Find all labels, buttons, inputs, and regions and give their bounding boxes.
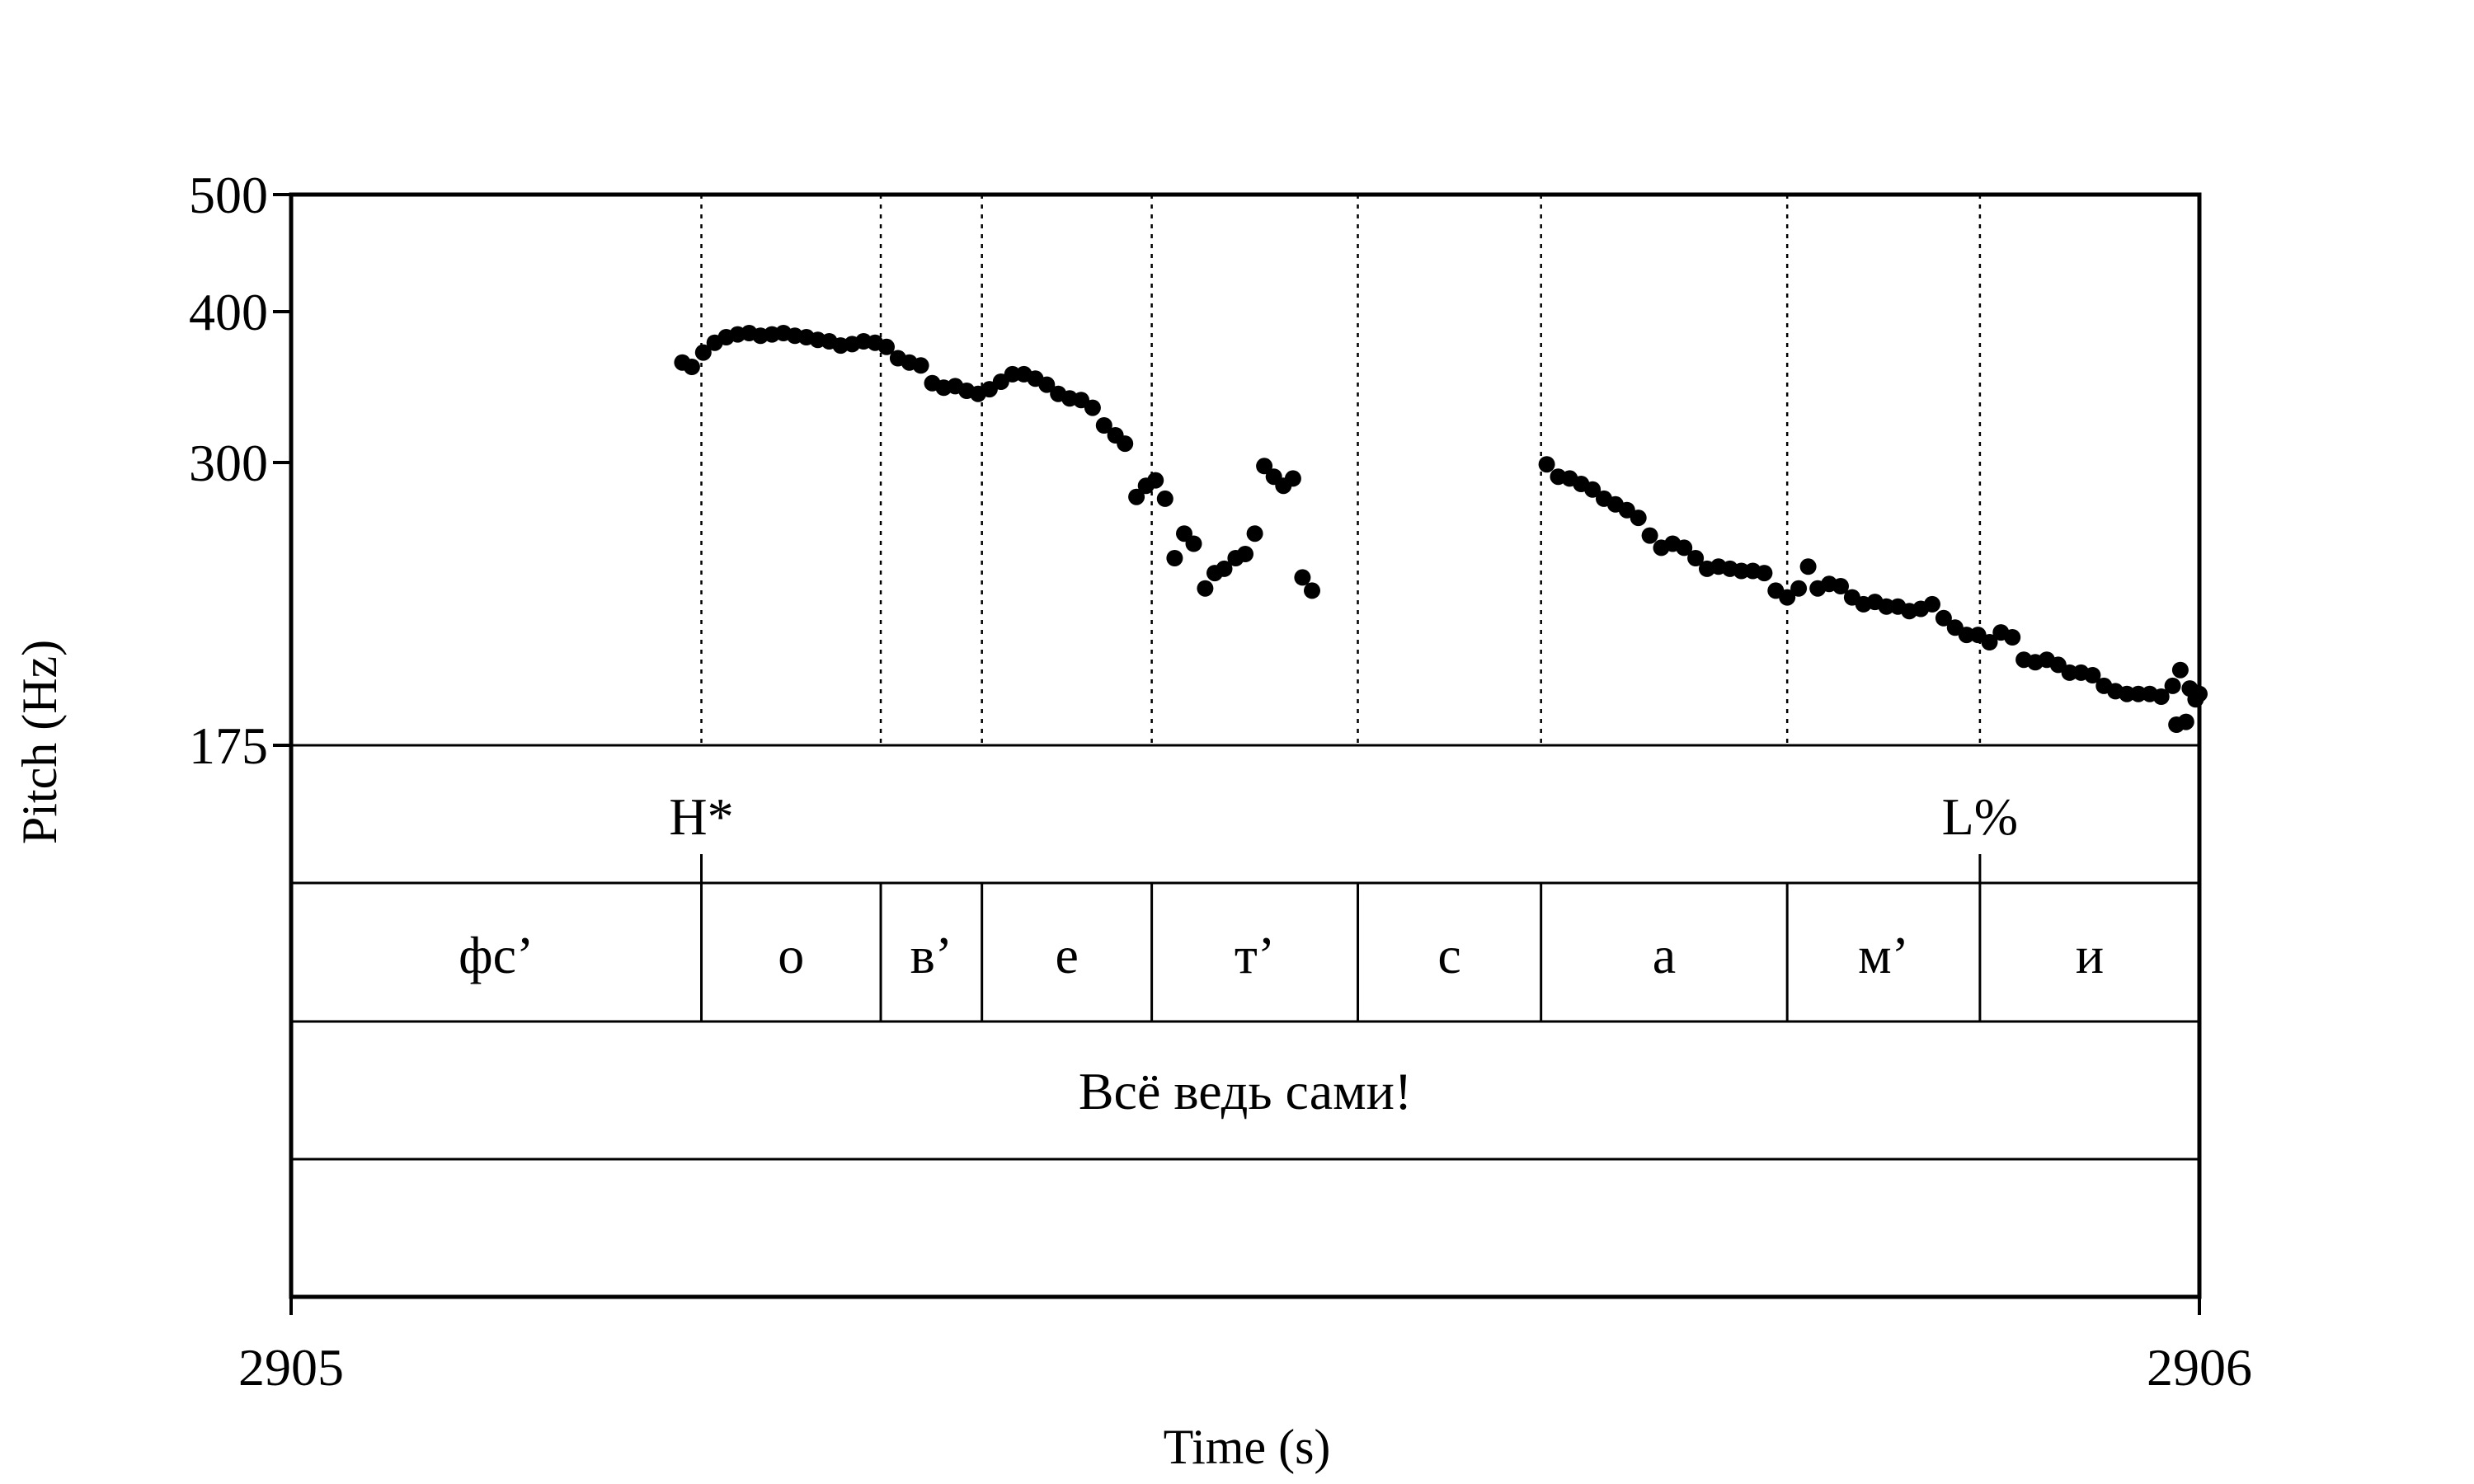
phone-label: а (1653, 926, 1676, 984)
y-tick-label: 300 (189, 434, 268, 492)
plot-frame (289, 192, 2202, 1299)
pitch-point (1878, 598, 1895, 615)
pitch-point (2164, 677, 2181, 694)
pitch-point (1981, 634, 1998, 650)
pitch-point (1733, 562, 1750, 580)
phone-label: о (778, 926, 804, 984)
pitch-point (1128, 488, 1145, 505)
pitch-point (1147, 472, 1164, 489)
tone-label: L% (1942, 787, 2018, 846)
pitch-point (1038, 376, 1056, 393)
pitch-point (1790, 580, 1808, 597)
pitch-point (2191, 685, 2208, 702)
x-axis-label: Time (s) (1164, 1420, 1331, 1474)
pitch-point (1256, 458, 1273, 475)
pitch-point (1958, 627, 1975, 644)
phone-label: т’ (1235, 926, 1275, 984)
pitch-point (2119, 685, 2136, 702)
pitch-point (1687, 550, 1705, 566)
pitch-points (674, 325, 2208, 733)
pitch-point (1284, 470, 1301, 487)
pitch-point (1538, 456, 1555, 473)
pitch-point (2152, 688, 2170, 705)
pitch-point (1197, 580, 1214, 597)
pitch-point (1799, 558, 1817, 575)
phone-label: и (2076, 926, 2104, 984)
word-label: Всё ведь сами! (1079, 1062, 1412, 1120)
pitch-point (2171, 661, 2189, 679)
x-tick-label: 2906 (2147, 1338, 2252, 1397)
pitch-point (1756, 565, 1773, 582)
pitch-point (2177, 713, 2194, 730)
phone-label: в’ (910, 926, 953, 984)
phone-label: с (1437, 926, 1460, 984)
phone-label: м’ (1858, 926, 1909, 984)
pitch-point (2004, 629, 2021, 646)
pitch-point (1584, 481, 1602, 498)
pitch-point (1832, 578, 1849, 594)
pitch-point (878, 338, 895, 355)
pitch-point (2061, 664, 2078, 681)
pitch-point (1294, 569, 1311, 586)
tier-labels: H* L% фс’ о в’ е т’ с а м’ и Всё ведь сами! (459, 787, 2104, 1120)
pitch-point (683, 359, 700, 375)
y-tick-label: 400 (189, 283, 268, 341)
pitch-point (1237, 546, 1253, 562)
pitch-point (1935, 609, 1952, 627)
pitch-point (694, 344, 712, 361)
x-tick-label: 2905 (238, 1338, 344, 1397)
pitch-point (1117, 435, 1134, 453)
axis-ticks: 500 400 300 175 2905 2906 (189, 166, 2252, 1397)
y-tick-label: 175 (189, 716, 268, 775)
pitch-point (912, 357, 929, 374)
pitch-point (1924, 595, 1940, 613)
pitch-point (1185, 535, 1202, 552)
phone-label: фс’ (459, 926, 534, 984)
pitch-point (1641, 527, 1658, 544)
tone-label: H* (669, 787, 733, 846)
y-tick-label: 500 (189, 166, 268, 224)
segment-boundaries (700, 195, 1982, 1021)
pitch-point (1676, 539, 1693, 556)
pitch-point (1304, 582, 1320, 599)
y-axis-label: Pitch (Hz) (12, 640, 67, 844)
phone-label: е (1055, 926, 1078, 984)
pitch-point (2084, 667, 2101, 683)
pitch-point (1004, 365, 1021, 383)
pitch-point (1216, 560, 1233, 577)
pitch-point (1084, 399, 1101, 416)
pitch-point (1779, 589, 1796, 606)
pitch-point (2130, 685, 2147, 702)
pitch-point (1166, 550, 1183, 566)
pitch-point (1095, 417, 1112, 434)
pitch-point (1630, 510, 1647, 527)
pitch-point (1156, 490, 1174, 507)
pitch-point (1246, 525, 1263, 542)
